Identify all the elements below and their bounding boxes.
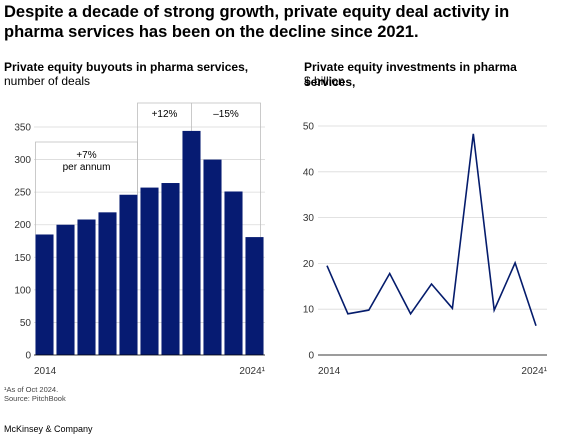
bar-2022 xyxy=(203,159,222,355)
y-tick-label: 100 xyxy=(14,285,31,296)
y-tick-label: 200 xyxy=(14,220,31,231)
bar-2017 xyxy=(98,212,117,355)
y-tick-label: 250 xyxy=(14,188,31,199)
bar-2018 xyxy=(119,194,138,355)
growth-rate-label: +7% xyxy=(76,150,96,161)
period-bracket xyxy=(137,102,261,238)
y-tick-label: 50 xyxy=(20,318,32,329)
x-tick-label: 2014 xyxy=(34,366,57,377)
right-chart-subtitle: $ billion xyxy=(304,74,345,88)
y-tick-label: 20 xyxy=(303,259,315,270)
bar-2020 xyxy=(161,183,180,355)
footnote: ¹As of Oct 2024. xyxy=(4,385,59,394)
y-tick-label: 40 xyxy=(303,167,315,178)
bar-2019 xyxy=(140,187,159,355)
y-tick-label: 300 xyxy=(14,155,31,166)
y-tick-label: 30 xyxy=(303,213,315,224)
y-tick-label: 0 xyxy=(308,351,314,362)
investments-line-chart: 0 10 20 30 40 50 2014 2024¹ xyxy=(303,122,548,378)
decrease-label: –15% xyxy=(213,109,239,120)
y-tick-label: 0 xyxy=(25,351,31,362)
headline: Despite a decade of strong growth, priva… xyxy=(4,3,510,41)
x-tick-label: 2024¹ xyxy=(239,366,265,377)
investment-series-line xyxy=(326,133,537,326)
left-chart-subtitle: number of deals xyxy=(4,74,91,88)
source-note: Source: PitchBook xyxy=(4,394,66,403)
x-tick-label: 2024¹ xyxy=(521,366,547,377)
bar-2024 xyxy=(245,237,264,355)
right-chart-title: Private equity investments in pharma ser… xyxy=(304,60,517,89)
bar-2021 xyxy=(182,130,201,355)
y-tick-label: 50 xyxy=(303,122,315,133)
left-chart-title: Private equity buyouts in pharma service… xyxy=(4,60,249,74)
buyouts-bar-chart: 0 50 100 150 200 250 300 350 +7%per annum +12% –15… xyxy=(14,102,266,377)
y-tick-label: 350 xyxy=(14,123,31,134)
bar-2016 xyxy=(77,219,96,355)
bar-2014 xyxy=(35,234,54,355)
increase-label: +12% xyxy=(152,109,178,120)
x-tick-label: 2014 xyxy=(318,366,341,377)
bar-2015 xyxy=(56,224,75,355)
bar-2023 xyxy=(224,191,243,355)
y-tick-label: 150 xyxy=(14,253,31,264)
y-tick-label: 10 xyxy=(303,305,315,316)
brand-label: McKinsey & Company xyxy=(4,424,93,434)
growth-rate-note: per annum xyxy=(63,162,111,173)
